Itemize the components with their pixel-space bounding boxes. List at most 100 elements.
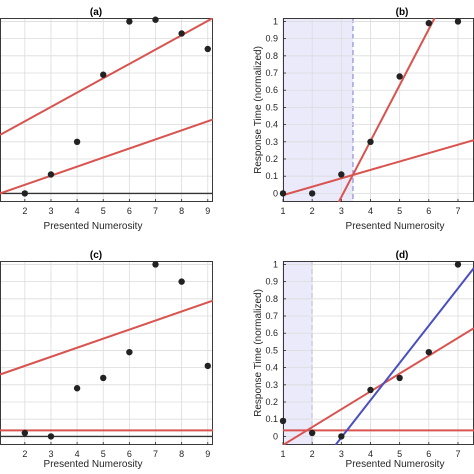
data-point-2 xyxy=(47,171,55,178)
panel-label: (c) xyxy=(90,250,102,261)
data-point-5 xyxy=(396,374,403,382)
data-point-7 xyxy=(454,18,462,25)
x-tick-label: 6 xyxy=(127,206,132,216)
fit-line-1 xyxy=(283,327,474,445)
y-tick-label: 0.3 xyxy=(265,137,278,147)
y-tick-label: 0.2 xyxy=(265,397,278,407)
x-axis-label: Presented Numerosity xyxy=(346,459,445,470)
fit-lines xyxy=(283,18,474,202)
data-point-5 xyxy=(396,73,403,80)
x-tick-label: 9 xyxy=(205,206,210,216)
y-tick-label: 1 xyxy=(273,259,278,269)
x-tick-label: 7 xyxy=(455,206,460,216)
x-tick-label: 3 xyxy=(48,449,53,459)
x-tick-label: 4 xyxy=(75,449,80,459)
y-tick-label: 0.3 xyxy=(265,380,278,390)
data-point-7 xyxy=(178,30,185,37)
x-tick-label: 4 xyxy=(75,206,80,216)
data-point-8 xyxy=(204,45,211,53)
x-tick-label: 9 xyxy=(205,449,210,459)
data-point-1 xyxy=(21,190,29,197)
y-tick-label: 0 xyxy=(273,188,278,198)
chart-panel-3: 2 3 4 5 6 7 8 9 (c) Presented Numerosity xyxy=(0,250,213,470)
fit-line-2 xyxy=(0,118,213,195)
x-tick-label: 1 xyxy=(280,206,285,216)
y-tick-label: 0.9 xyxy=(265,34,278,44)
y-tick-label: 0.7 xyxy=(265,68,278,78)
y-tick-label: 0.6 xyxy=(265,328,278,338)
y-tick-label: 0.4 xyxy=(265,363,278,373)
y-tick-label: 0.6 xyxy=(265,85,278,95)
chart-panel-1: 2 3 4 5 6 7 8 9 (a) Presented Numerosity xyxy=(0,7,213,232)
data-point-2 xyxy=(308,190,316,197)
data-point-5 xyxy=(126,18,133,25)
fit-lines xyxy=(0,18,213,195)
fit-line-1 xyxy=(0,299,213,376)
data-point-4 xyxy=(100,71,107,78)
x-tick-label: 2 xyxy=(22,206,27,216)
axes-frame xyxy=(0,261,213,445)
data-point-6 xyxy=(425,19,433,27)
axes-frame xyxy=(0,18,213,202)
data-point-5 xyxy=(126,348,133,356)
x-tick-label: 5 xyxy=(101,449,106,459)
x-tick-label: 6 xyxy=(127,449,132,459)
data-point-3 xyxy=(73,385,81,392)
x-tick-label: 2 xyxy=(22,449,27,459)
data-point-4 xyxy=(367,386,374,394)
x-tick-label: 3 xyxy=(339,206,344,216)
x-tick-label: 8 xyxy=(179,449,184,459)
y-tick-label: 1 xyxy=(273,16,278,26)
data-point-6 xyxy=(152,16,159,23)
x-tick-label: 5 xyxy=(101,206,106,216)
x-axis-label: Presented Numerosity xyxy=(346,221,445,232)
chart-panel-4: 1 2 3 4 5 6 7 0 0.1 0.2 0.3 0.4 0.5 0.6 0.7 0.8 0.9 1 (d) P… xyxy=(253,250,474,470)
x-tick-label: 7 xyxy=(153,449,158,459)
data-point-4 xyxy=(100,374,107,382)
x-tick-label: 4 xyxy=(368,206,373,216)
x-axis-label: Presented Numerosity xyxy=(44,221,143,232)
y-tick-label: 0 xyxy=(273,431,278,441)
x-tick-label: 2 xyxy=(310,206,315,216)
x-axis-label: Presented Numerosity xyxy=(44,459,143,470)
x-tick-label: 7 xyxy=(153,206,158,216)
x-tick-label: 3 xyxy=(48,206,53,216)
fit-line-1 xyxy=(283,139,474,197)
y-tick-label: 0.8 xyxy=(265,294,278,304)
chart-panel-2: 1 2 3 4 5 6 7 0 0.1 0.2 0.3 0.4 0.5 0.6 0.7 0.8 0.9 1 (b) P… xyxy=(253,7,474,232)
x-tick-label: 7 xyxy=(455,449,460,459)
x-tick-label: 4 xyxy=(368,449,373,459)
x-tick-label: 3 xyxy=(339,449,344,459)
fit-line-2 xyxy=(337,18,436,202)
data-point-1 xyxy=(21,429,29,437)
y-tick-label: 0.1 xyxy=(265,414,278,424)
panel-label: (b) xyxy=(396,7,409,18)
x-tick-label: 2 xyxy=(310,449,315,459)
x-tick-label: 5 xyxy=(397,206,402,216)
data-point-2 xyxy=(47,433,55,440)
data-point-3 xyxy=(338,171,345,178)
y-tick-label: 0.5 xyxy=(265,102,278,112)
fit-lines xyxy=(0,299,213,432)
data-point-8 xyxy=(204,362,211,370)
data-point-7 xyxy=(178,278,185,285)
data-point-7 xyxy=(454,261,462,268)
x-tick-label: 8 xyxy=(179,206,184,216)
data-point-2 xyxy=(308,429,316,437)
panel-label: (d) xyxy=(396,250,409,261)
fit-line-1 xyxy=(0,18,213,136)
data-point-3 xyxy=(73,138,81,146)
fit-lines xyxy=(283,267,474,445)
data-point-1 xyxy=(279,417,287,425)
data-point-6 xyxy=(152,261,159,268)
y-tick-label: 0.5 xyxy=(265,345,278,355)
x-tick-label: 1 xyxy=(280,449,285,459)
y-tick-label: 0.2 xyxy=(265,154,278,164)
x-tick-label: 6 xyxy=(426,449,431,459)
y-axis-label: Response Time (normalized) xyxy=(253,289,264,417)
y-tick-label: 0.1 xyxy=(265,171,278,181)
x-tick-label: 6 xyxy=(426,206,431,216)
y-tick-label: 0.8 xyxy=(265,51,278,61)
y-tick-label: 0.7 xyxy=(265,311,278,321)
